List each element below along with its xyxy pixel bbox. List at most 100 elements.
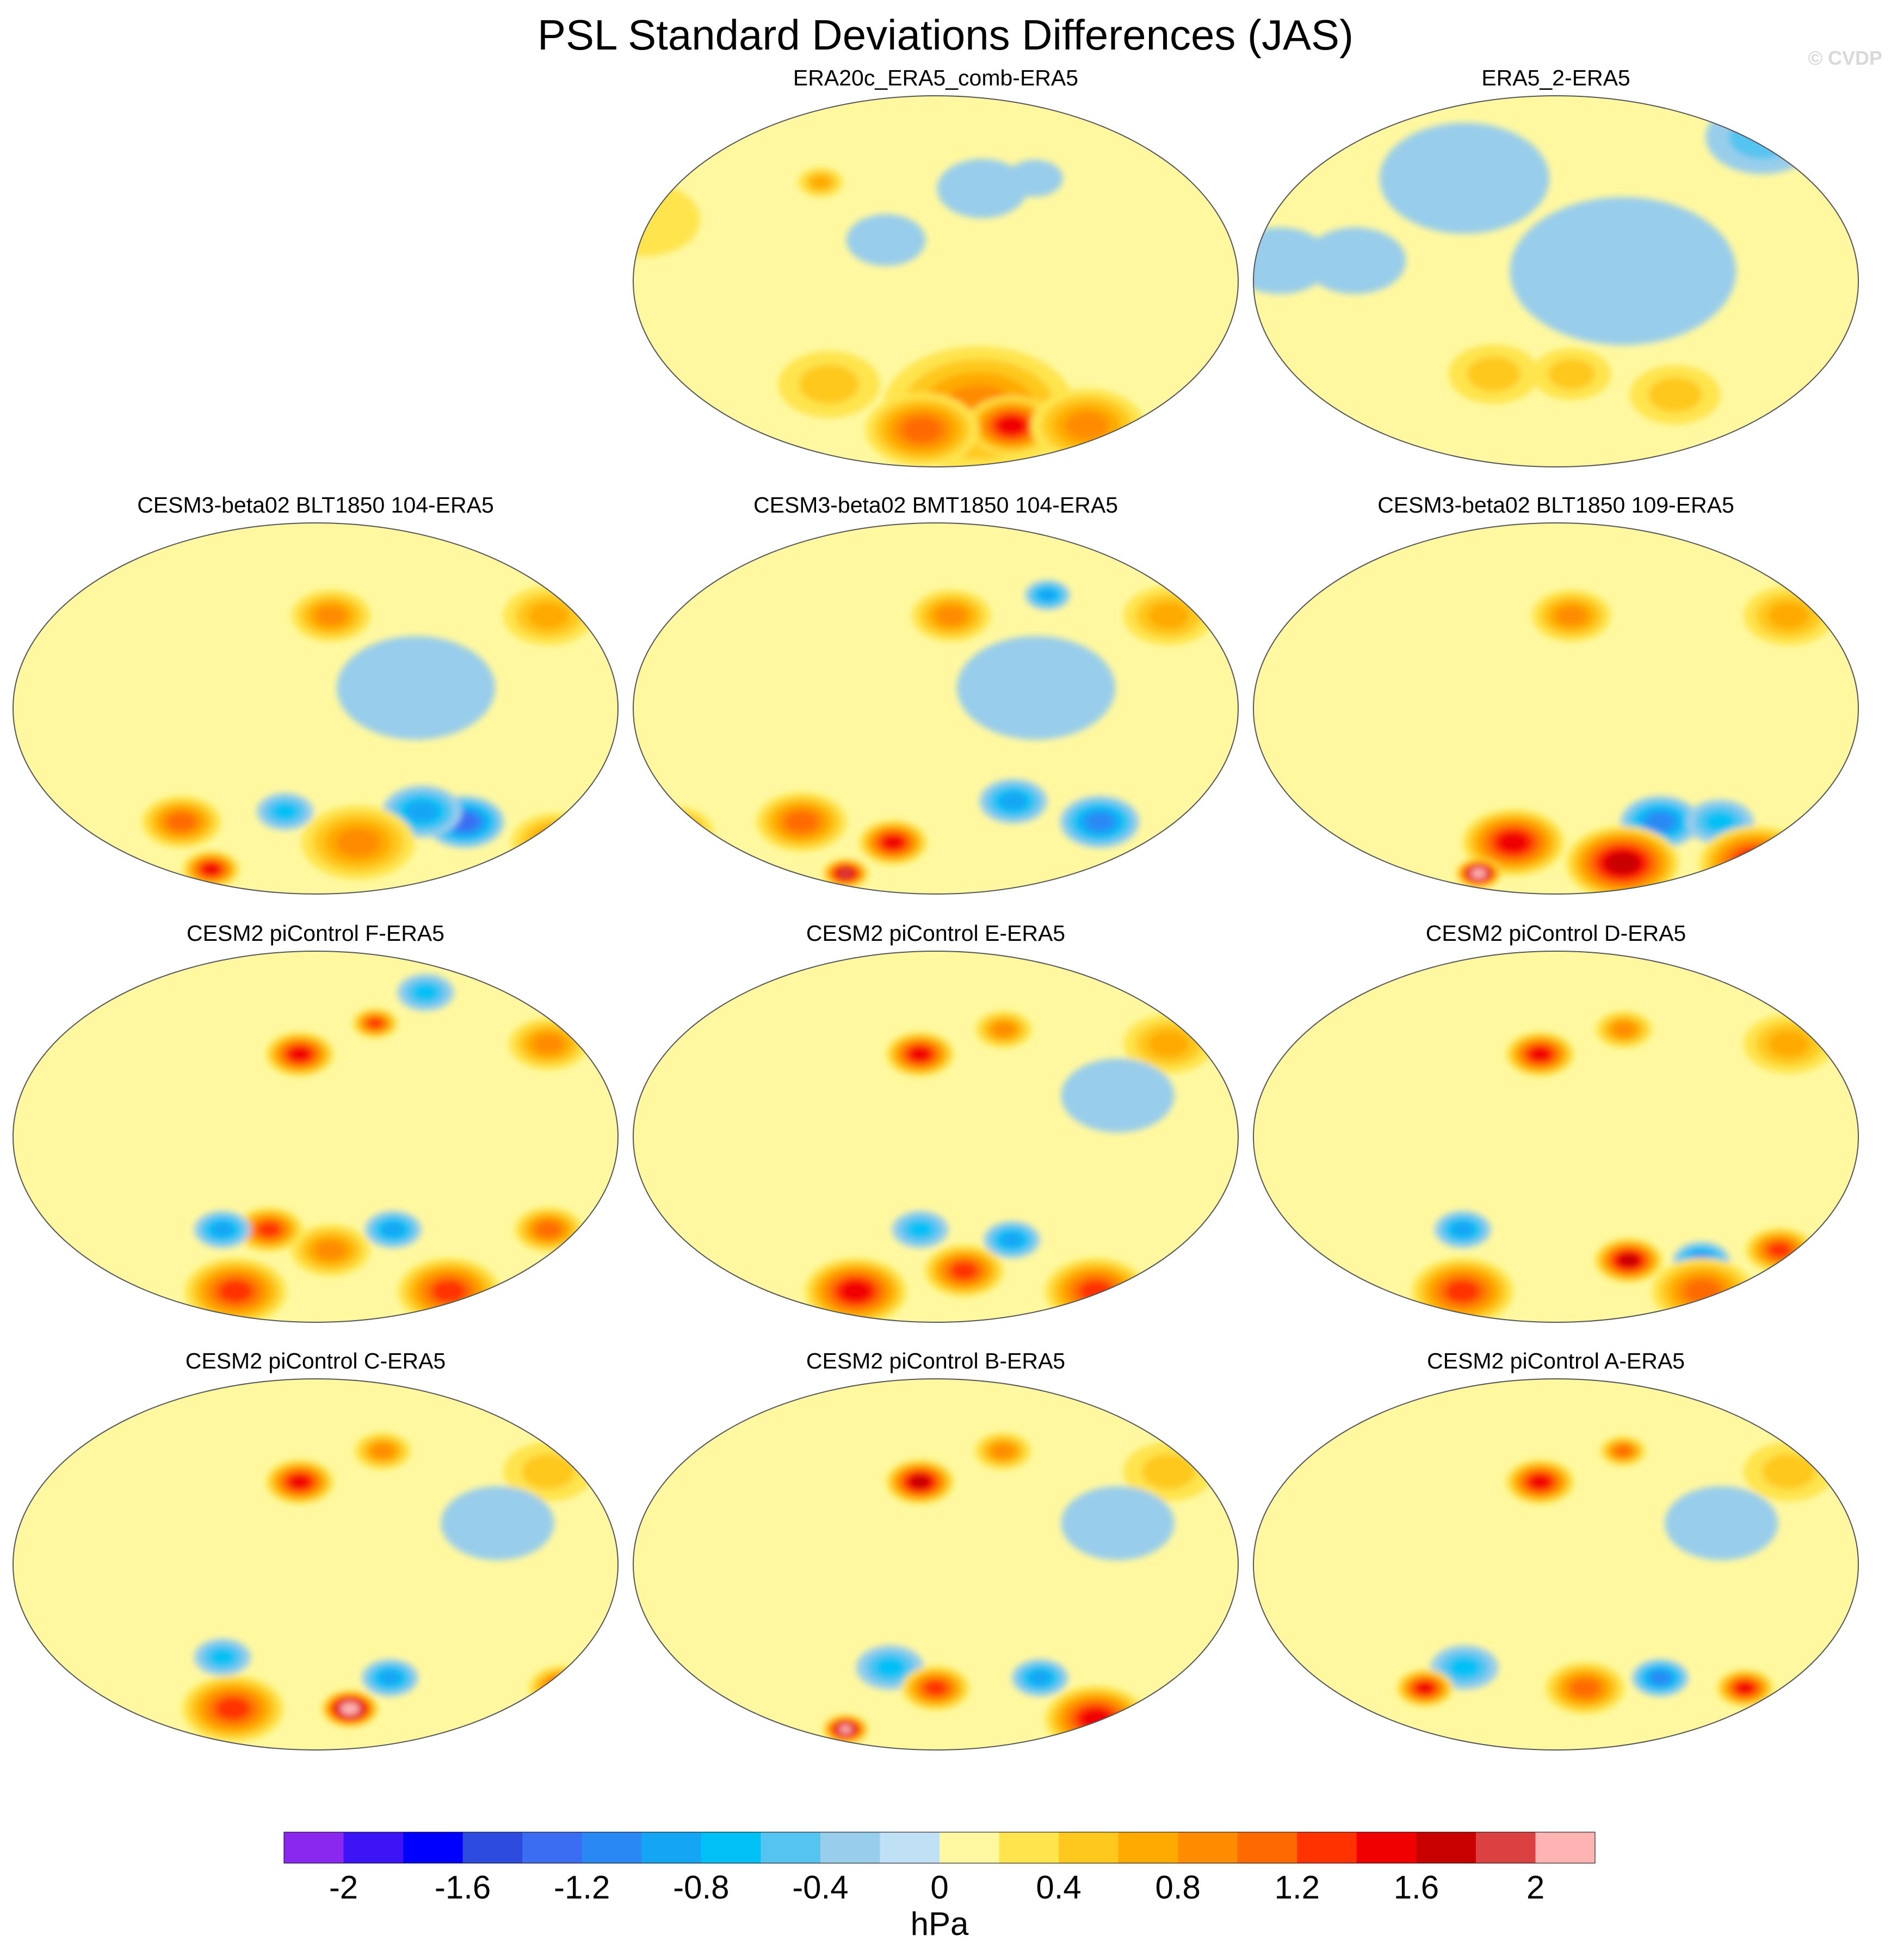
colorbar-swatch — [1237, 1832, 1297, 1863]
contour-anomaly — [1451, 1222, 1474, 1237]
contour-anomaly — [538, 1672, 588, 1704]
panel-title: ERA20c_ERA5_comb-ERA5 — [793, 65, 1079, 90]
contour-anomaly — [1619, 1254, 1639, 1267]
colorbar-swatch — [582, 1832, 642, 1863]
map-outline — [13, 1378, 619, 1751]
contour-anomaly — [1498, 833, 1529, 853]
contour-anomaly — [543, 1675, 583, 1702]
contour-anomaly — [1646, 813, 1674, 831]
robinson-map — [1253, 522, 1859, 895]
colorbar-tick-label: 1.6 — [1394, 1869, 1439, 1906]
contour-anomaly — [217, 1698, 249, 1719]
panel-title: CESM2 piControl E-ERA5 — [806, 921, 1066, 946]
colorbar-swatch — [403, 1832, 464, 1863]
contour-anomaly — [1548, 359, 1595, 390]
map-panel: ERA5_2-ERA5 — [1246, 64, 1866, 478]
panel-title: CESM2 piControl A-ERA5 — [1427, 1348, 1685, 1373]
map-outline — [1253, 951, 1859, 1323]
contour-anomaly — [1556, 606, 1587, 626]
robinson-map — [633, 95, 1239, 467]
contour-anomaly — [1768, 602, 1809, 630]
contour-anomaly — [315, 1240, 346, 1260]
contour-anomaly — [1736, 1682, 1754, 1694]
colorbar-tick-label: 0 — [930, 1869, 948, 1906]
contour-anomaly — [1606, 853, 1639, 874]
contour-anomaly — [1086, 813, 1114, 831]
cvdp-watermark: © CVDP — [1808, 47, 1882, 69]
contour-anomaly — [1039, 589, 1056, 601]
contour-anomaly — [1449, 1657, 1480, 1678]
contour-anomaly — [536, 1222, 560, 1237]
robinson-map — [1253, 95, 1859, 467]
contour-anomaly — [1065, 411, 1109, 440]
contour-anomaly — [441, 1486, 554, 1561]
contour-anomaly — [799, 365, 860, 404]
map-outline — [1253, 522, 1859, 895]
map-outline — [13, 951, 619, 1323]
colorbar-tick-label: -0.4 — [792, 1869, 848, 1906]
colorbar-swatch — [1059, 1832, 1119, 1863]
contour-anomaly — [337, 636, 496, 740]
contour-anomaly — [951, 1262, 977, 1279]
contour-anomaly — [316, 606, 347, 626]
contour-anomaly — [1704, 811, 1735, 832]
contour-anomaly — [209, 1649, 236, 1666]
contour-anomaly — [1473, 870, 1485, 877]
contour-anomaly — [1321, 863, 1353, 884]
contour-anomaly — [841, 1281, 871, 1302]
colorbar-swatch — [701, 1832, 761, 1863]
map-panel: CESM2 piControl D-ERA5 — [1246, 920, 1866, 1333]
contour-anomaly — [272, 803, 298, 820]
background-field — [633, 523, 1238, 894]
colorbar-swatch — [462, 1832, 523, 1863]
map-panel: CESM2 piControl A-ERA5 — [1246, 1347, 1866, 1761]
contour-anomaly — [379, 1671, 401, 1685]
contour-anomaly — [1762, 1454, 1816, 1489]
contour-anomaly — [874, 1657, 906, 1678]
contour-anomaly — [839, 869, 852, 878]
contour-anomaly — [407, 802, 437, 822]
panel-title: CESM2 piControl C-ERA5 — [185, 1348, 446, 1373]
map-panel: CESM3-beta02 BLT1850 109-ERA5 — [1246, 491, 1866, 905]
colorbar-tick-label: 2 — [1527, 1869, 1544, 1906]
colorbar-swatch — [880, 1832, 940, 1863]
panel-title: CESM2 piControl B-ERA5 — [806, 1348, 1066, 1373]
panel-title: CESM2 piControl F-ERA5 — [187, 921, 444, 946]
contour-anomaly — [650, 817, 697, 848]
colorbar-swatch — [1297, 1832, 1357, 1863]
contour-anomaly — [1380, 122, 1549, 234]
contour-anomaly — [925, 1681, 947, 1696]
contour-anomaly — [634, 806, 714, 858]
panel-title: CESM3-beta02 BLT1850 104-ERA5 — [137, 492, 494, 517]
contour-anomaly — [1768, 1030, 1809, 1058]
contour-anomaly — [432, 1280, 465, 1302]
colorbar-swatch — [1416, 1832, 1476, 1863]
colorbar-tick-label: -1.6 — [435, 1869, 491, 1906]
map-panel: CESM2 piControl C-ERA5 — [5, 1347, 626, 1761]
contour-anomaly — [1006, 159, 1063, 197]
contour-anomaly — [642, 811, 706, 853]
contour-anomaly — [1530, 1475, 1550, 1489]
contour-anomaly — [539, 831, 574, 854]
contour-anomaly — [1732, 848, 1779, 879]
colorbar-tick-label: -1.2 — [554, 1869, 610, 1906]
contour-anomaly — [903, 417, 942, 443]
contour-anomaly — [1148, 602, 1189, 630]
contour-anomaly — [372, 1444, 394, 1458]
contour-anomaly — [1726, 843, 1786, 883]
panel-title: CESM3-beta02 BLT1850 109-ERA5 — [1377, 492, 1734, 517]
colorbar-swatch — [761, 1832, 821, 1863]
contour-anomaly — [1530, 1047, 1550, 1061]
colorbar-units-label: hPa — [911, 1906, 969, 1942]
contour-anomaly — [1769, 1243, 1790, 1258]
contour-anomaly — [1323, 864, 1351, 883]
contour-anomaly — [992, 1022, 1015, 1037]
contour-anomaly — [1467, 356, 1521, 392]
figure-title: PSL Standard Deviations Differences (JAS… — [537, 11, 1354, 59]
colorbar-tick-label: 0.8 — [1155, 1869, 1200, 1906]
colorbar-frame — [283, 1832, 1596, 1864]
contour-anomaly — [528, 602, 569, 630]
robinson-map — [1253, 1378, 1859, 1751]
contour-anomaly — [1001, 1232, 1023, 1247]
contour-anomaly — [1148, 1030, 1189, 1058]
